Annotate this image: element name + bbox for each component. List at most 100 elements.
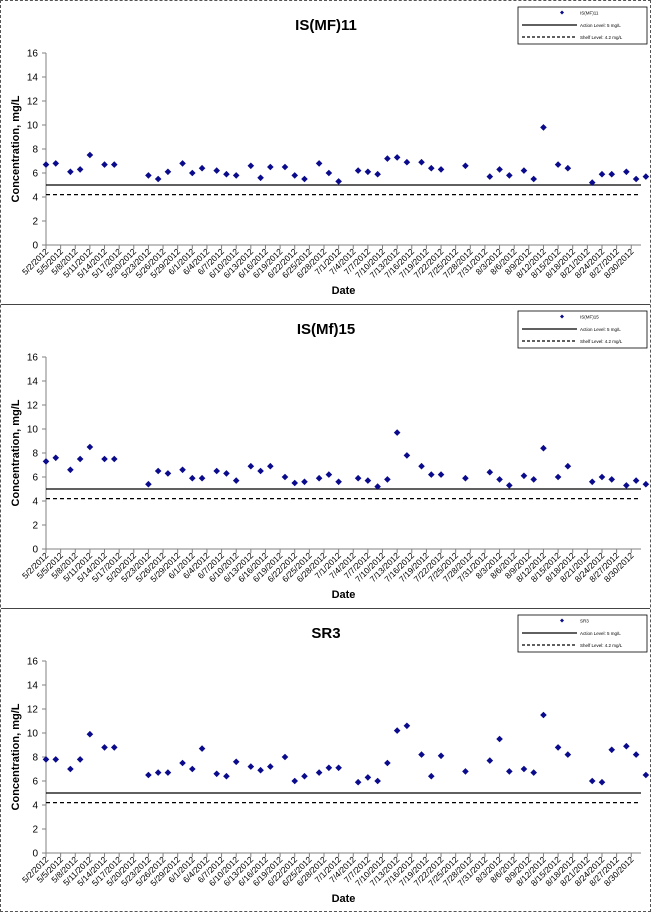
legend-marker-diamond — [560, 618, 564, 623]
data-point — [145, 771, 152, 779]
data-point — [145, 172, 152, 179]
legend: IS(MF)11 Action Level: 5 mg/L Shelf Level:… — [517, 6, 648, 45]
series-points — [42, 124, 650, 186]
x-axis-label: Date — [332, 285, 356, 297]
data-point — [281, 473, 289, 481]
data-point — [76, 455, 84, 463]
data-point — [520, 472, 528, 480]
data-point — [486, 173, 494, 180]
data-point — [427, 471, 435, 478]
data-point — [267, 462, 274, 470]
data-point — [598, 473, 606, 481]
data-point — [588, 478, 596, 486]
data-point — [335, 178, 342, 185]
data-point — [403, 452, 411, 459]
chart-svg-2: IS(Mf)15 IS(MF)15 Action Level: 5 mg/L Shel… — [10, 310, 650, 601]
data-point — [364, 774, 372, 781]
data-point — [486, 468, 494, 476]
data-point — [335, 764, 342, 772]
data-point — [588, 179, 596, 186]
data-point — [418, 158, 425, 166]
legend-item-action-level: Action Level: 5 mg/L — [580, 327, 621, 332]
y-tick-label: 12 — [27, 97, 39, 108]
data-point — [52, 160, 60, 167]
data-point — [223, 170, 230, 178]
y-tick-label: 0 — [32, 849, 38, 860]
y-tick-label: 10 — [27, 121, 39, 132]
data-point — [564, 751, 572, 758]
data-point — [374, 483, 381, 490]
data-point — [67, 765, 74, 773]
data-point — [291, 777, 299, 785]
x-axis-label: Date — [332, 893, 356, 905]
y-tick-label: 4 — [32, 193, 38, 204]
data-point — [315, 769, 323, 776]
data-point — [623, 482, 630, 489]
y-tick-label: 0 — [32, 545, 38, 556]
data-point — [462, 474, 469, 482]
y-tick-label: 8 — [32, 449, 38, 460]
data-point — [257, 467, 264, 475]
data-point — [588, 777, 596, 785]
data-point — [374, 777, 381, 785]
y-tick-label: 0 — [32, 241, 38, 252]
legend-item-action-level: Action Level: 5 mg/L — [580, 631, 621, 636]
data-point — [281, 163, 289, 171]
legend-marker-diamond — [560, 10, 564, 15]
data-point — [301, 772, 308, 780]
data-point — [315, 160, 323, 167]
data-point — [257, 174, 264, 182]
y-tick-label: 6 — [32, 777, 38, 788]
data-point — [520, 765, 528, 773]
data-point — [623, 168, 630, 176]
data-point — [164, 470, 172, 477]
series-points — [42, 711, 650, 786]
panel-divider-2 — [1, 608, 650, 609]
y-axis-label: Concentration, mg/L — [10, 399, 22, 506]
y-tick-label: 10 — [27, 425, 39, 436]
data-point — [42, 756, 50, 763]
legend-marker-diamond — [560, 314, 564, 319]
y-tick-label: 2 — [32, 825, 38, 836]
data-point — [506, 768, 513, 775]
y-tick-label: 12 — [27, 705, 39, 716]
data-point — [427, 164, 435, 172]
data-point — [213, 467, 220, 475]
data-point — [325, 764, 333, 772]
legend: SR3 Action Level: 5 mg/L Shelf Level: 4.2 … — [517, 614, 648, 653]
data-point — [67, 466, 74, 474]
data-point — [291, 172, 299, 179]
data-point — [530, 476, 538, 483]
legend-item-action-level: Action Level: 5 mg/L — [580, 23, 621, 28]
data-point — [267, 763, 274, 770]
data-point — [554, 161, 562, 168]
data-point — [301, 478, 308, 486]
data-point — [608, 170, 616, 178]
data-point — [257, 766, 264, 774]
data-point — [437, 752, 445, 760]
data-point — [437, 471, 445, 478]
data-point — [110, 455, 118, 463]
x-axis-label: Date — [332, 589, 356, 601]
data-point — [42, 458, 50, 465]
data-point — [179, 466, 186, 474]
legend-item-shelf-level: Shelf Level: 4.2 mg/L — [580, 643, 623, 648]
data-point — [437, 166, 445, 173]
y-tick-label: 16 — [27, 353, 39, 364]
y-tick-label: 14 — [27, 681, 39, 692]
data-point — [154, 769, 162, 776]
data-point — [110, 161, 118, 168]
data-point — [642, 173, 650, 180]
data-point — [179, 160, 186, 167]
data-point — [101, 161, 108, 168]
data-point — [52, 756, 60, 763]
data-point — [642, 480, 650, 488]
data-point — [418, 751, 425, 758]
data-point — [52, 454, 60, 462]
data-point — [506, 482, 513, 489]
data-point — [335, 478, 342, 486]
chart-panel-2: IS(Mf)15 IS(MF)15 Action Level: 5 mg/L Shel… — [1, 305, 650, 607]
y-tick-label: 4 — [32, 801, 38, 812]
data-point — [354, 167, 362, 174]
data-point — [554, 473, 562, 481]
